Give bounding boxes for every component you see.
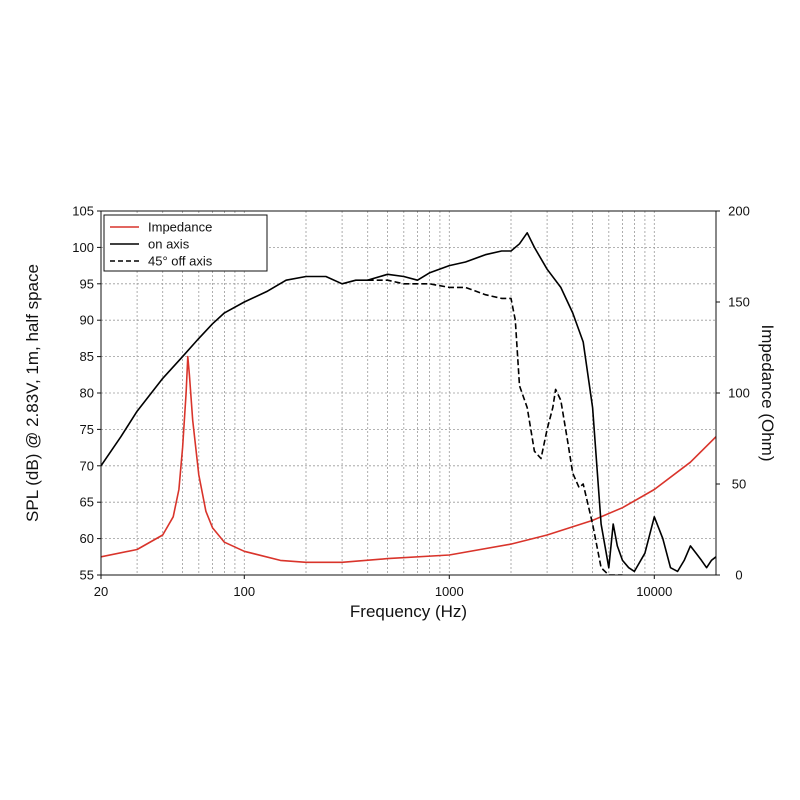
- y-left-tick-label: 105: [72, 204, 94, 219]
- y-right-tick-label: 50: [732, 477, 746, 492]
- y-axis-right-title: Impedance (Ohm): [758, 325, 777, 462]
- legend-label-off-axis: 45° off axis: [148, 254, 213, 269]
- y-left-tick-label: 85: [80, 349, 94, 364]
- y-left-tick-label: 75: [80, 422, 94, 437]
- series-on-axis-line: [101, 232, 716, 573]
- series-45-off-axis-line: [367, 279, 623, 575]
- x-axis-title: Frequency (Hz): [350, 602, 467, 621]
- legend-box: [103, 214, 268, 272]
- y-left-tick-label: 90: [80, 313, 94, 328]
- y-right-tick-label: 0: [735, 568, 742, 583]
- y-right-tick-label: 200: [728, 204, 750, 219]
- y-left-tick-label: 80: [80, 386, 94, 401]
- legend: Impedance on axis 45° off axis: [103, 214, 268, 272]
- legend-label-on-axis: on axis: [148, 237, 190, 252]
- y-left-tick-label: 100: [72, 240, 94, 255]
- y-left-tick-label: 70: [80, 458, 94, 473]
- y-left-tick-label: 60: [80, 531, 94, 546]
- ticks: 20 100 1000 10000 55 60 65 70 75 80 85 90 95 100 105 0 5…: [72, 204, 750, 600]
- legend-label-impedance: Impedance: [148, 220, 212, 235]
- y-right-tick-label: 100: [728, 386, 750, 401]
- y-axis-left-title: SPL (dB) @ 2.83V, 1m, half space: [23, 264, 42, 522]
- y-left-tick-label: 55: [80, 568, 94, 583]
- x-tick-label: 10000: [636, 584, 672, 599]
- series-impedance-line: [101, 355, 716, 564]
- x-tick-label: 1000: [435, 584, 464, 599]
- series-layer: [101, 232, 716, 575]
- y-left-tick-label: 65: [80, 495, 94, 510]
- grid: [100, 210, 717, 576]
- x-tick-label: 20: [94, 584, 108, 599]
- x-tick-label: 100: [233, 584, 255, 599]
- y-right-tick-label: 150: [728, 295, 750, 310]
- y-left-tick-label: 95: [80, 276, 94, 291]
